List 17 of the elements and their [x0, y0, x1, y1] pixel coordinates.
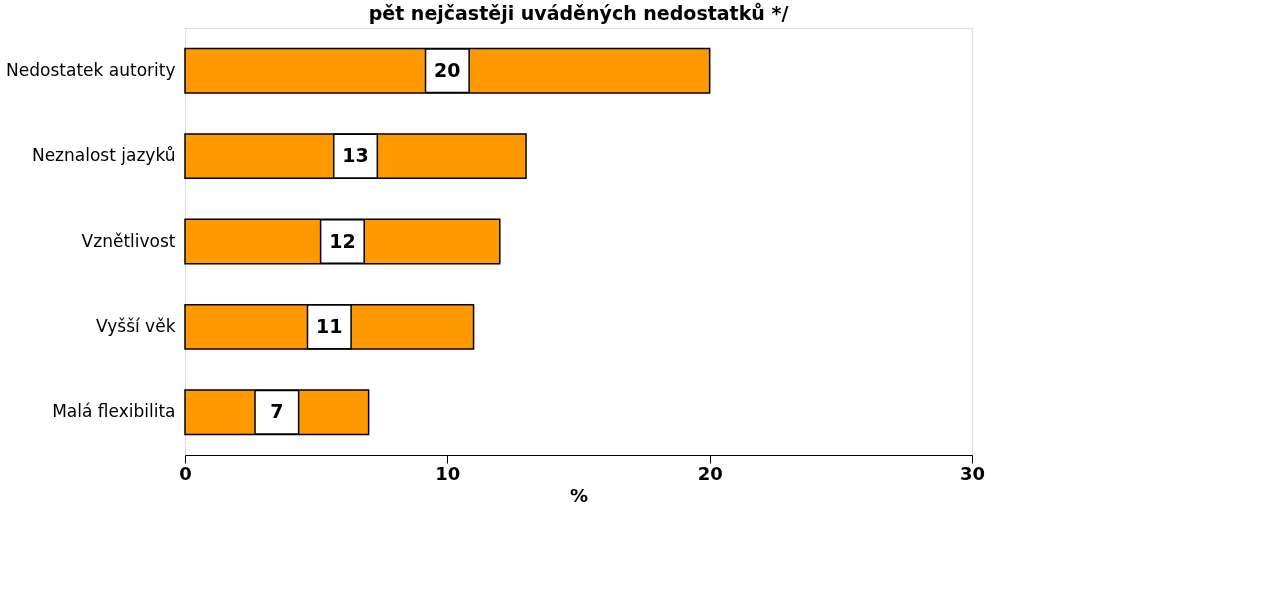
data-label: 20 — [434, 58, 461, 81]
chart-title: pět nejčastěji uváděných nedostatků */ — [368, 2, 789, 24]
x-tick-label: 30 — [959, 462, 986, 484]
data-label: 7 — [270, 400, 284, 423]
data-label: 11 — [316, 314, 343, 337]
x-axis-title: % — [569, 484, 589, 506]
x-tick-label: 20 — [697, 462, 723, 484]
x-tick-label: 0 — [179, 462, 192, 484]
y-tick-label: Vyšší věk — [96, 315, 176, 336]
x-tick-label: 10 — [435, 462, 461, 484]
y-tick-label: Vznětlivost — [81, 230, 176, 251]
data-label: 13 — [342, 144, 369, 167]
y-tick-label: Nedostatek autority — [6, 59, 176, 80]
y-tick-label: Malá flexibilita — [52, 401, 176, 422]
y-tick-label: Neznalost jazyků — [31, 145, 176, 166]
bar — [184, 47, 711, 94]
data-label: 12 — [329, 229, 356, 252]
